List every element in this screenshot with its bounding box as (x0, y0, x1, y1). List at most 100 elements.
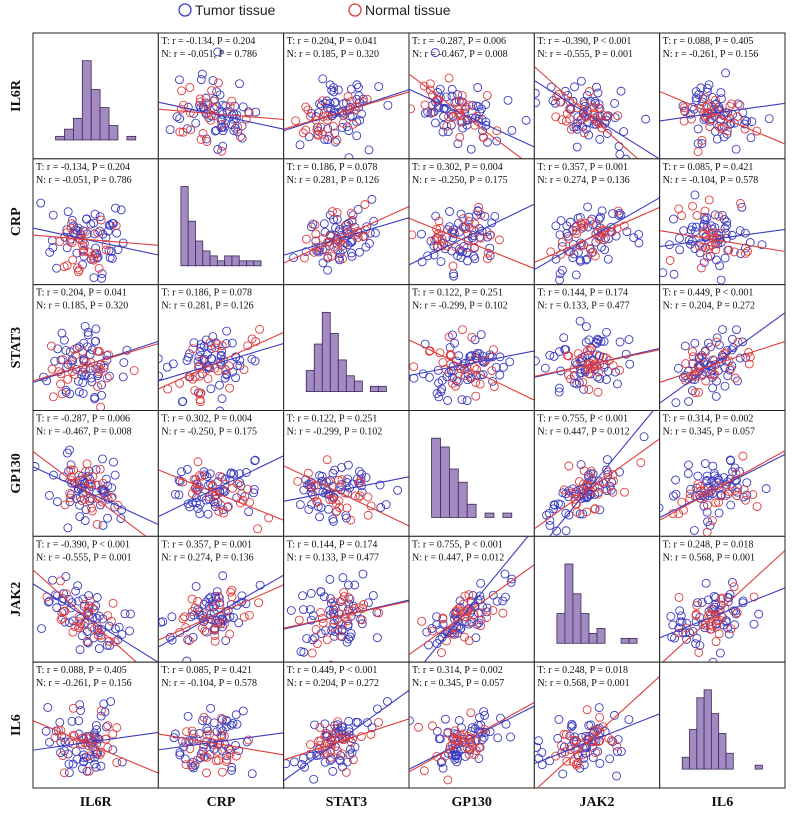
point-tumor (716, 490, 726, 499)
point-normal (612, 224, 622, 234)
point-tumor (616, 86, 626, 96)
point-tumor (204, 480, 213, 490)
point-normal (442, 241, 452, 251)
point-tumor (91, 721, 101, 730)
point-normal (464, 749, 474, 759)
point-tumor (295, 500, 305, 510)
histogram-bar (99, 107, 110, 141)
point-tumor (613, 735, 623, 744)
point-tumor (463, 256, 472, 266)
point-normal (315, 722, 325, 732)
point-tumor (745, 238, 755, 247)
point-tumor (352, 131, 362, 141)
point-normal (217, 120, 227, 129)
point-normal (453, 369, 463, 379)
point-tumor (194, 361, 204, 371)
point-normal (332, 239, 342, 249)
point-normal (219, 619, 229, 629)
point-tumor (374, 82, 384, 92)
point-tumor (74, 716, 84, 726)
point-tumor (231, 710, 241, 720)
point-tumor (170, 729, 180, 739)
point-tumor (610, 367, 620, 377)
point-tumor (315, 99, 325, 109)
stat-normal: N: r = -0.555, P = 0.001 (537, 49, 633, 60)
point-tumor (91, 336, 101, 346)
regression-line-tumor (283, 217, 409, 256)
point-normal (347, 738, 356, 747)
point-tumor (189, 338, 199, 348)
point-tumor (683, 469, 693, 479)
point-tumor (584, 721, 594, 730)
point-normal (74, 623, 84, 633)
panel-gp130-il6: T: r = 0.314, P = 0.002 N: r = 0.345, P =… (659, 410, 786, 537)
point-tumor (426, 108, 436, 118)
point-normal (56, 615, 66, 624)
point-tumor (561, 489, 571, 499)
point-normal (200, 615, 210, 624)
stat-tumor: T: r = -0.390, P < 0.001 (537, 36, 631, 47)
point-tumor (702, 87, 712, 97)
point-normal (434, 216, 444, 226)
histogram-bar (209, 255, 218, 267)
point-normal (200, 751, 210, 761)
regression-line-tumor (659, 587, 786, 639)
histogram-bar (588, 632, 598, 644)
regression-line-normal (283, 718, 409, 761)
point-tumor (64, 466, 74, 476)
point-normal (692, 601, 702, 610)
point-tumor (393, 485, 403, 495)
point-tumor (66, 460, 76, 470)
point-tumor (675, 606, 685, 616)
point-normal (598, 110, 607, 120)
point-tumor (80, 618, 90, 628)
point-tumor (723, 623, 733, 633)
point-tumor (318, 258, 328, 268)
point-normal (464, 590, 474, 600)
point-tumor (332, 723, 342, 733)
point-tumor (697, 139, 707, 149)
point-tumor (233, 127, 242, 137)
stat-normal: N: r = -0.104, P = 0.578 (161, 678, 257, 689)
point-normal (580, 99, 590, 109)
point-normal (68, 627, 78, 637)
point-tumor (544, 508, 554, 518)
point-tumor (462, 247, 472, 257)
panel-il6-il6 (659, 661, 786, 789)
point-tumor (684, 460, 693, 470)
point-normal (470, 219, 480, 229)
point-normal (241, 114, 251, 124)
point-tumor (554, 387, 564, 397)
point-normal (438, 614, 448, 624)
point-tumor (238, 706, 248, 716)
point-tumor (370, 228, 380, 238)
point-normal (554, 90, 563, 99)
point-tumor (98, 454, 107, 464)
point-tumor (332, 214, 342, 224)
point-tumor (714, 508, 724, 518)
point-tumor (347, 237, 357, 247)
point-tumor (699, 258, 709, 267)
point-tumor (679, 372, 688, 382)
point-normal (301, 102, 311, 112)
point-tumor (603, 254, 613, 264)
point-normal (217, 146, 227, 156)
point-normal (725, 101, 735, 111)
point-tumor (540, 363, 550, 373)
regression-line-normal (659, 340, 786, 383)
stat-tumor: T: r = 0.302, P = 0.004 (161, 414, 252, 425)
point-normal (129, 366, 139, 375)
point-tumor (436, 758, 446, 767)
point-normal (47, 364, 57, 374)
point-tumor (323, 265, 333, 275)
point-normal (225, 383, 235, 393)
point-tumor (578, 107, 588, 117)
point-tumor (439, 104, 449, 113)
point-tumor (676, 611, 686, 621)
point-tumor (722, 220, 732, 230)
point-normal (323, 252, 333, 262)
regression-line-tumor (33, 583, 159, 663)
point-tumor (299, 605, 308, 614)
point-tumor (302, 634, 312, 643)
point-tumor (602, 455, 612, 465)
